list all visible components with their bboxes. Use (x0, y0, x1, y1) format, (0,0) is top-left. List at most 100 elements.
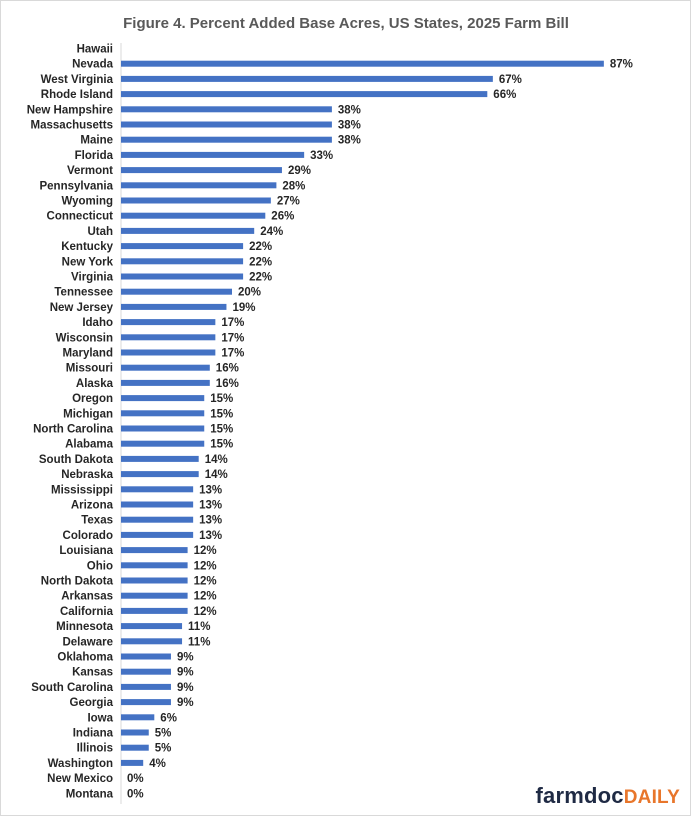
bar (121, 243, 244, 250)
category-label: Maryland (63, 348, 114, 360)
category-label: Michigan (63, 408, 113, 420)
data-label: 13% (199, 484, 222, 496)
bar (121, 759, 144, 766)
category-label: Alaska (76, 378, 114, 390)
data-label: 0% (127, 773, 144, 785)
bar (121, 91, 488, 98)
bar (121, 516, 194, 523)
bar (121, 699, 171, 706)
bar (121, 531, 194, 538)
category-label: New Jersey (50, 302, 114, 314)
category-label: Montana (66, 788, 114, 800)
category-label: Indiana (73, 728, 114, 740)
bar (121, 182, 277, 189)
category-label: Illinois (77, 743, 113, 755)
bar (121, 273, 244, 280)
bar (121, 577, 188, 584)
data-label: 38% (338, 104, 361, 116)
data-label: 5% (155, 743, 172, 755)
category-label: Vermont (67, 165, 113, 177)
category-label: Alabama (65, 439, 114, 451)
data-label: 11% (188, 621, 210, 633)
data-label: 15% (210, 393, 233, 405)
category-label: Rhode Island (41, 89, 113, 101)
category-label: Virginia (71, 272, 114, 284)
data-label: 27% (277, 196, 300, 208)
category-label: New Mexico (47, 773, 113, 785)
category-label: South Dakota (39, 454, 114, 466)
category-label: New York (62, 256, 114, 268)
data-label: 11% (188, 636, 210, 648)
category-label: North Carolina (33, 424, 113, 436)
data-label: 15% (210, 424, 233, 436)
data-label: 14% (205, 469, 228, 481)
bar (121, 121, 332, 128)
bar (121, 683, 171, 690)
logo-text-daily: DAILY (623, 787, 680, 808)
category-label: Colorado (63, 530, 113, 542)
bar (121, 334, 216, 341)
data-label: 5% (155, 728, 172, 740)
category-label: New Hampshire (27, 104, 113, 116)
category-label: Minnesota (56, 621, 113, 633)
category-label: Maine (80, 135, 113, 147)
data-label: 12% (194, 591, 217, 603)
data-labels: 87% 67% 66% 38% 38% 38% 33% 29% 28% 27% 26% 24% 22% 2… (127, 59, 633, 801)
data-label: 38% (338, 120, 361, 132)
category-label: Connecticut (47, 211, 114, 223)
data-label: 87% (610, 59, 633, 71)
bar (121, 486, 194, 493)
data-label: 12% (194, 545, 217, 557)
data-label: 0% (127, 788, 144, 800)
data-label: 12% (194, 576, 217, 588)
bar (121, 592, 188, 599)
bar (121, 75, 493, 82)
logo-text-farmdoc: farmdoc (535, 783, 624, 808)
category-label: Wyoming (61, 196, 113, 208)
data-label: 13% (199, 515, 222, 527)
bar (121, 364, 210, 371)
data-label: 66% (493, 89, 516, 101)
data-label: 12% (194, 560, 217, 572)
category-label: Utah (87, 226, 113, 238)
category-label: Hawaii (77, 44, 113, 56)
data-label: 17% (221, 332, 244, 344)
category-label: Tennessee (54, 287, 113, 299)
category-label: Wisconsin (56, 332, 113, 344)
data-label: 15% (210, 408, 233, 420)
category-label: Ohio (87, 560, 113, 572)
bar (121, 395, 205, 402)
data-label: 22% (249, 272, 272, 284)
bar (121, 501, 194, 508)
category-label: Mississippi (51, 484, 113, 496)
category-label: Arkansas (61, 591, 113, 603)
bar (121, 547, 188, 554)
bar (121, 379, 210, 386)
data-label: 22% (249, 256, 272, 268)
bar (121, 623, 183, 630)
category-label: Arizona (71, 500, 114, 512)
data-label: 17% (221, 348, 244, 360)
category-label: Kansas (72, 667, 113, 679)
bar (121, 288, 232, 295)
category-label: North Dakota (41, 576, 114, 588)
bar (121, 638, 183, 645)
category-label: Louisiana (59, 545, 113, 557)
category-label: Pennsylvania (39, 180, 113, 192)
data-label: 13% (199, 500, 222, 512)
data-label: 9% (177, 697, 194, 709)
data-label: 14% (205, 454, 228, 466)
category-label: Oregon (72, 393, 113, 405)
category-label: Texas (81, 515, 113, 527)
bar (121, 440, 205, 447)
category-labels: Hawaii Nevada West Virginia Rhode Island New… (27, 44, 114, 801)
data-label: 22% (249, 241, 272, 253)
data-label: 20% (238, 287, 261, 299)
bar (121, 319, 216, 326)
data-label: 67% (499, 74, 522, 86)
data-label: 4% (149, 758, 166, 770)
category-label: Missouri (66, 363, 113, 375)
data-label: 17% (221, 317, 244, 329)
